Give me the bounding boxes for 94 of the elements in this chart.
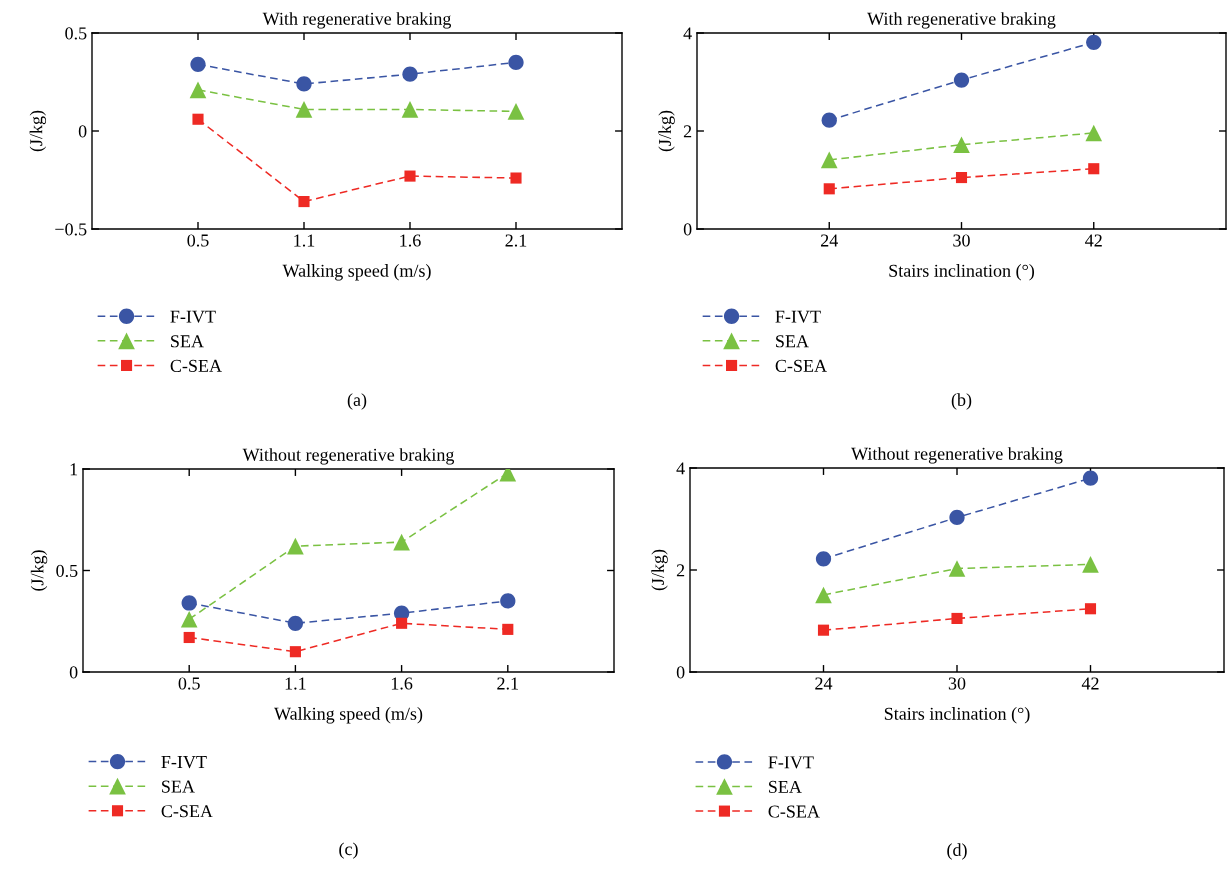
y-axis-title: (J/kg): [29, 110, 47, 152]
point: [180, 610, 198, 628]
point: [821, 112, 837, 128]
x-tick-label: 30: [948, 677, 966, 690]
y-tick-label: 0.5: [65, 27, 87, 40]
x-axis-title: Stairs inclination (°): [884, 707, 1030, 724]
point: [949, 509, 965, 526]
y-tick-label: 1: [70, 463, 78, 476]
point: [815, 551, 832, 567]
point: [181, 595, 197, 611]
point: [289, 646, 301, 658]
x-tick-label: 1.6: [391, 677, 413, 690]
y-tick-label: 0.5: [56, 564, 78, 578]
x-tick-label: 24: [815, 677, 833, 690]
x-tick-label: 0.5: [187, 234, 209, 247]
point: [287, 537, 304, 555]
point: [192, 113, 204, 125]
y-tick-label: 4: [676, 462, 685, 475]
x-tick-label: 2.1: [505, 234, 527, 247]
x-tick-label: 1.6: [400, 234, 421, 247]
point: [815, 586, 832, 604]
chart-title: Without regenerative braking: [851, 447, 1063, 464]
x-tick-label: 2.1: [497, 677, 518, 690]
y-axis-title: (J/kg): [658, 110, 675, 152]
point: [820, 151, 838, 169]
legend-label: C-SEA: [775, 359, 827, 372]
chart-title: Without regenerative braking: [242, 448, 455, 465]
point: [823, 183, 835, 195]
x-axis-title: Stairs inclination (°): [889, 264, 1035, 281]
text: (c): [339, 842, 358, 859]
point: [951, 612, 963, 625]
point: [817, 624, 830, 636]
x-tick-label: 42: [1081, 677, 1099, 690]
y-axis-title: (J/kg): [30, 550, 48, 591]
point: [1084, 603, 1097, 615]
legend-label: C-SEA: [161, 805, 213, 818]
y-tick-label: −0.5: [55, 223, 87, 236]
legend-label: SEA: [171, 335, 204, 348]
point: [393, 533, 410, 551]
legend-label: SEA: [776, 335, 809, 348]
legend-label: F-IVT: [161, 756, 207, 769]
text: (d): [947, 843, 967, 860]
point: [1088, 163, 1100, 175]
y-tick-label: 2: [676, 564, 685, 577]
x-tick-label: 1.1: [294, 234, 315, 247]
legend-label: F-IVT: [170, 310, 216, 323]
point: [298, 196, 310, 208]
point: [502, 623, 514, 635]
y-tick-label: 0: [69, 666, 78, 679]
legend-label: C-SEA: [170, 359, 222, 372]
point: [402, 66, 418, 82]
chart-title: With regenerative braking: [262, 12, 452, 29]
legend-label: C-SEA: [768, 805, 820, 818]
text: (b): [951, 393, 972, 410]
point: [1086, 34, 1102, 50]
y-tick-label: 4: [683, 27, 692, 40]
y-tick-label: 0: [683, 223, 692, 236]
y-tick-label: 2: [683, 125, 692, 138]
legend-label: SEA: [769, 780, 802, 793]
point: [500, 593, 516, 609]
point: [404, 170, 416, 182]
x-axis-title: Walking speed (m/s): [274, 707, 423, 724]
x-tick-label: 0.5: [178, 677, 200, 690]
point: [507, 103, 525, 120]
point: [401, 101, 419, 118]
point: [190, 56, 206, 72]
point: [953, 136, 970, 154]
point: [295, 101, 313, 118]
point: [508, 54, 524, 71]
x-tick-label: 30: [953, 234, 970, 247]
point: [183, 631, 195, 644]
point: [948, 560, 966, 577]
legend-label: F-IVT: [768, 756, 814, 769]
x-axis-title: Walking speed (m/s): [282, 264, 431, 281]
point: [510, 172, 522, 184]
point: [1082, 556, 1099, 573]
point: [189, 81, 207, 99]
point: [953, 72, 970, 88]
chart-title: With regenerative braking: [867, 12, 1056, 29]
x-tick-label: 1.1: [285, 677, 306, 690]
text: (a): [347, 393, 367, 410]
x-tick-label: 42: [1085, 234, 1102, 247]
point: [287, 615, 304, 631]
y-axis-title: (J/kg): [651, 549, 668, 591]
legend-label: SEA: [162, 780, 195, 793]
point: [396, 617, 408, 629]
point: [955, 171, 968, 184]
point: [1085, 124, 1103, 142]
legend-label: F-IVT: [775, 310, 821, 323]
x-tick-label: 24: [821, 234, 838, 247]
y-tick-label: 0: [676, 666, 685, 679]
point: [1082, 470, 1099, 486]
point: [296, 76, 312, 92]
y-tick-label: 0: [78, 125, 87, 138]
